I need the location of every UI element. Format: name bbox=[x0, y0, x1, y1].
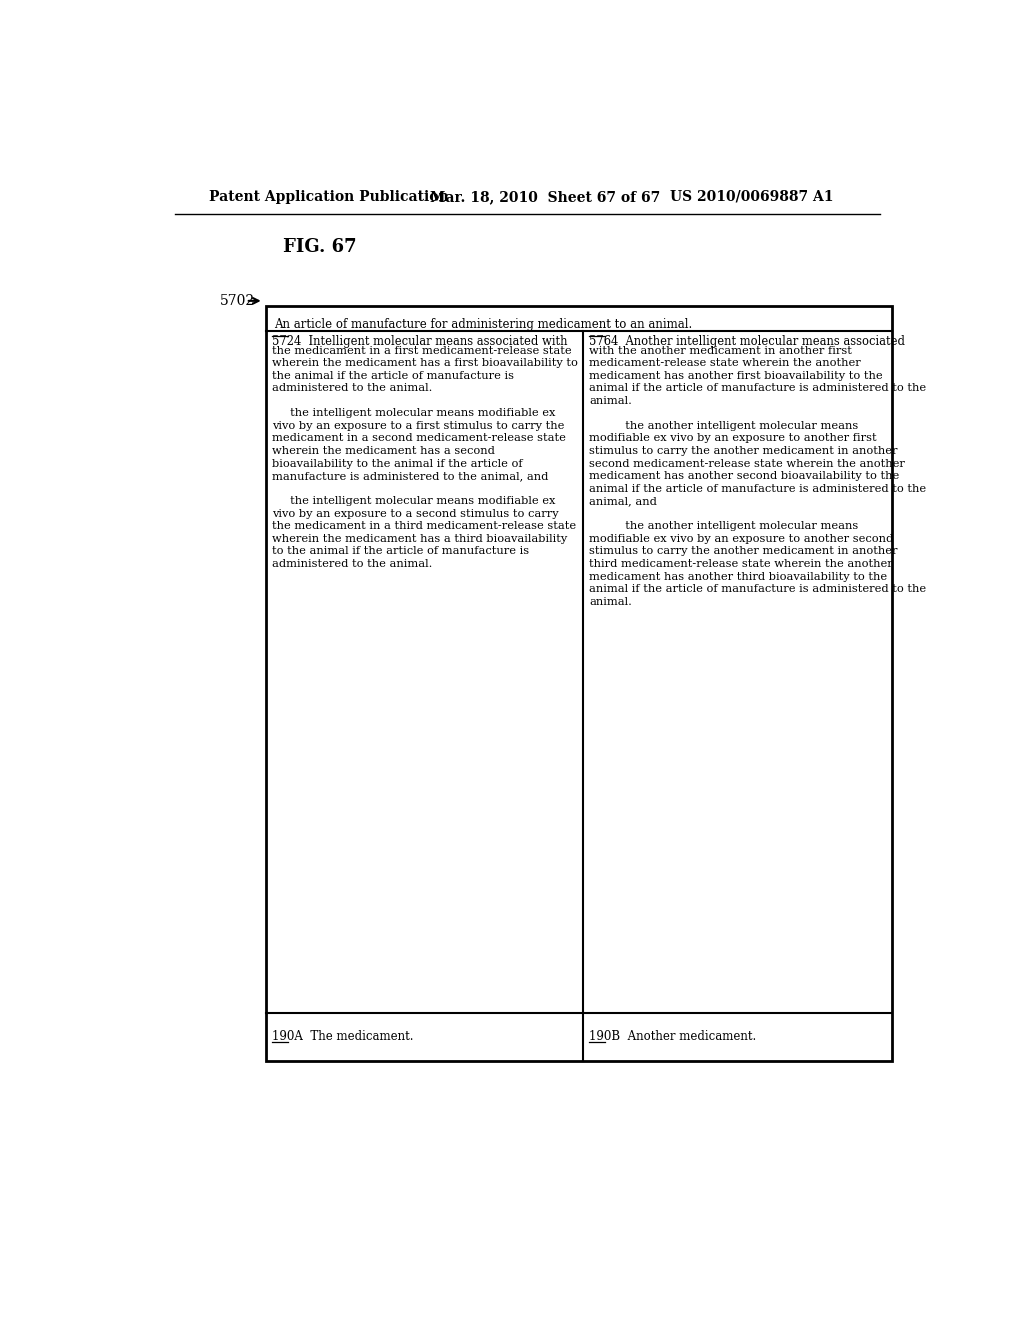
FancyBboxPatch shape bbox=[266, 306, 892, 1061]
Text: Mar. 18, 2010  Sheet 67 of 67: Mar. 18, 2010 Sheet 67 of 67 bbox=[430, 190, 660, 203]
Text: US 2010/0069887 A1: US 2010/0069887 A1 bbox=[671, 190, 834, 203]
Text: An article of manufacture for administering medicament to an animal.: An article of manufacture for administer… bbox=[273, 318, 692, 331]
Text: Patent Application Publication: Patent Application Publication bbox=[209, 190, 449, 203]
Text: 5764  Another intelligent molecular means associated: 5764 Another intelligent molecular means… bbox=[589, 335, 905, 348]
Text: 190A  The medicament.: 190A The medicament. bbox=[272, 1031, 414, 1044]
Text: FIG. 67: FIG. 67 bbox=[283, 238, 356, 256]
Text: 5702: 5702 bbox=[219, 294, 255, 308]
Text: with the another medicament in another first
medicament-release state wherein th: with the another medicament in another f… bbox=[589, 346, 927, 607]
Text: 190B  Another medicament.: 190B Another medicament. bbox=[589, 1031, 757, 1044]
Text: the medicament in a first medicament-release state
wherein the medicament has a : the medicament in a first medicament-rel… bbox=[272, 346, 578, 569]
Text: 5724  Intelligent molecular means associated with: 5724 Intelligent molecular means associa… bbox=[272, 335, 567, 348]
